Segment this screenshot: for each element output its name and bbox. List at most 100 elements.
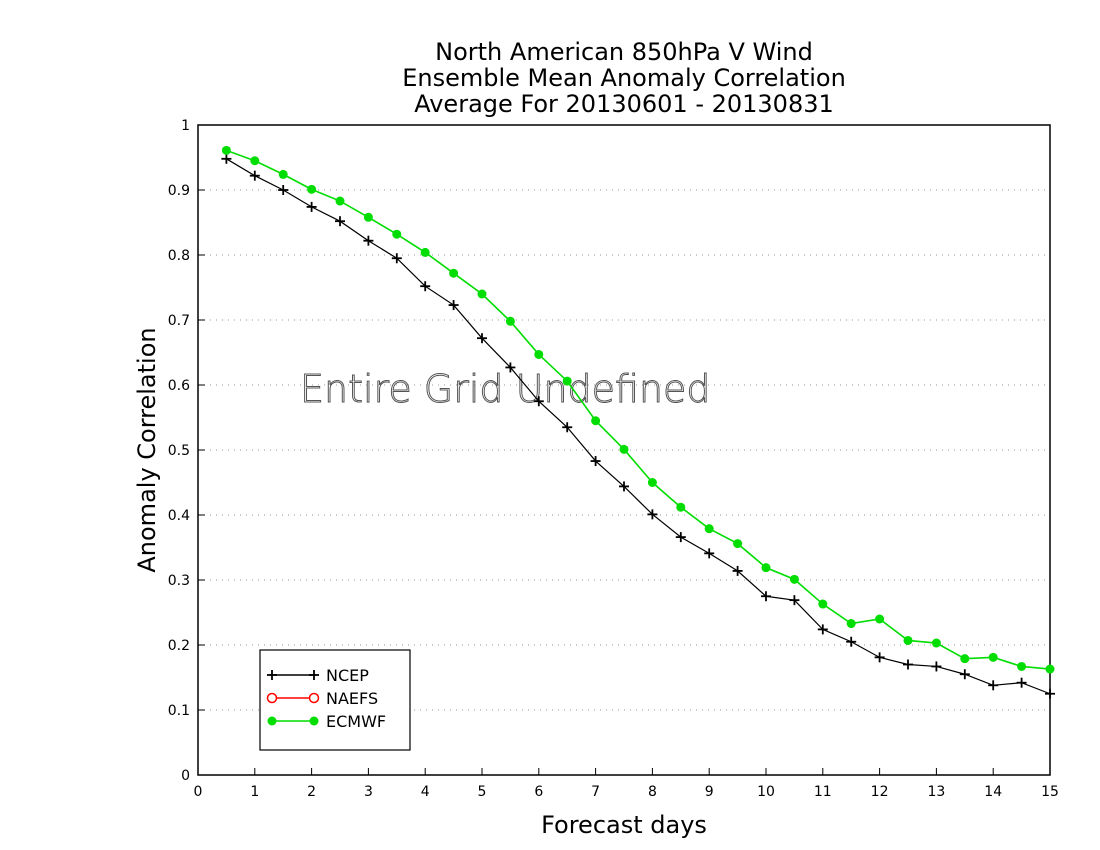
x-tick-label: 12 xyxy=(871,784,889,800)
x-tick-label: 6 xyxy=(534,784,543,800)
legend-item-naefs: NAEFS xyxy=(266,689,378,708)
title-line: North American 850hPa V Wind xyxy=(435,38,813,66)
y-axis-ticks: 0 0.1 0.2 0.3 0.4 0.5 0.6 0.7 0.8 0.9 1 xyxy=(168,118,205,784)
data-point-ecmwf xyxy=(534,349,544,359)
x-axis-label: Forecast days xyxy=(541,811,707,839)
x-tick-label: 11 xyxy=(814,784,832,800)
data-point-ecmwf xyxy=(307,184,317,194)
data-point-ncep xyxy=(448,300,459,311)
data-point-ecmwf xyxy=(903,635,913,645)
data-point-ecmwf xyxy=(505,316,515,326)
data-point-ecmwf xyxy=(420,247,430,257)
legend-marker xyxy=(267,716,277,726)
x-tick-label: 8 xyxy=(648,784,657,800)
legend-item-ecmwf: ECMWF xyxy=(267,712,386,731)
legend-marker xyxy=(309,716,319,726)
data-point-ncep xyxy=(278,185,289,195)
data-point-ecmwf xyxy=(789,574,799,584)
data-point-ecmwf xyxy=(449,268,459,278)
y-tick-label: 0.6 xyxy=(168,378,190,394)
data-point-ecmwf xyxy=(875,614,885,624)
data-point-ncep xyxy=(391,253,402,264)
series-line-ncep xyxy=(226,158,1051,695)
data-point-ecmwf xyxy=(761,563,771,573)
data-point-ecmwf xyxy=(988,652,998,662)
data-point-ncep xyxy=(647,509,658,520)
data-point-ncep xyxy=(931,661,942,672)
data-point-ncep xyxy=(619,481,629,492)
legend-box xyxy=(259,649,411,751)
data-point-ecmwf xyxy=(676,502,686,512)
data-point-ncep xyxy=(761,591,771,602)
data-point-ecmwf xyxy=(363,212,373,222)
legend-label: NAEFS xyxy=(326,689,378,708)
data-point-ecmwf xyxy=(1045,664,1055,674)
y-tick-label: 0.8 xyxy=(168,248,190,264)
x-tick-label: 15 xyxy=(1041,784,1059,800)
data-point-ecmwf xyxy=(619,444,629,454)
data-point-ncep xyxy=(1045,688,1055,699)
data-point-ncep xyxy=(817,624,828,635)
legend-label: ECMWF xyxy=(326,712,386,731)
data-point-ncep xyxy=(221,153,232,164)
data-point-ecmwf xyxy=(562,376,572,386)
data-point-ncep xyxy=(732,565,743,576)
data-point-ecmwf xyxy=(1017,661,1027,671)
x-tick-label: 7 xyxy=(591,784,600,800)
data-point-ecmwf xyxy=(221,145,231,155)
data-point-ncep xyxy=(249,170,260,181)
data-point-ncep xyxy=(335,216,345,227)
y-tick-label: 0.7 xyxy=(168,313,190,329)
legend-marker xyxy=(266,692,278,704)
data-point-ecmwf xyxy=(335,196,345,206)
legend-label: NCEP xyxy=(326,666,369,685)
x-tick-label: 0 xyxy=(194,784,203,800)
y-tick-label: 0.4 xyxy=(168,508,190,524)
y-tick-label: 0.3 xyxy=(168,573,190,589)
data-point-ncep xyxy=(959,669,970,680)
x-tick-label: 9 xyxy=(705,784,714,800)
data-point-ncep xyxy=(363,235,374,246)
data-point-ncep xyxy=(874,652,885,663)
data-point-ncep xyxy=(533,396,544,407)
data-point-ncep xyxy=(505,362,516,373)
data-point-ncep xyxy=(562,422,573,433)
data-point-ecmwf xyxy=(392,229,402,239)
y-tick-label: 0.9 xyxy=(168,183,190,199)
data-point-ncep xyxy=(704,548,715,559)
data-point-ecmwf xyxy=(647,478,657,487)
data-point-ncep xyxy=(988,680,999,691)
y-tick-label: 0.5 xyxy=(168,443,190,459)
x-tick-label: 5 xyxy=(478,784,487,800)
y-axis-label: Anomaly Correlation xyxy=(133,327,161,572)
y-tick-label: 0 xyxy=(181,768,190,784)
data-point-ecmwf xyxy=(250,156,260,166)
data-point-ncep xyxy=(306,201,317,212)
overlay-text: Entire Grid Undefined xyxy=(300,367,711,411)
data-point-ecmwf xyxy=(704,524,714,534)
y-tick-label: 0.2 xyxy=(168,638,190,654)
data-point-ecmwf xyxy=(591,416,601,426)
x-tick-label: 14 xyxy=(984,784,1002,800)
x-tick-label: 1 xyxy=(250,784,259,800)
data-point-ecmwf xyxy=(278,169,288,179)
title-line: Average For 20130601 - 20130831 xyxy=(414,90,834,118)
x-tick-label: 13 xyxy=(927,784,945,800)
data-point-ncep xyxy=(477,333,487,344)
data-point-ecmwf xyxy=(818,599,828,609)
data-point-ecmwf xyxy=(846,619,856,629)
data-series xyxy=(221,145,1055,699)
data-point-ecmwf xyxy=(931,638,941,648)
data-point-ncep xyxy=(789,595,800,606)
series-line-ecmwf xyxy=(226,149,1051,670)
data-point-ncep xyxy=(846,636,857,647)
x-tick-label: 3 xyxy=(364,784,373,800)
data-point-ncep xyxy=(903,659,913,670)
data-point-ncep xyxy=(420,281,431,292)
data-point-ecmwf xyxy=(960,654,970,664)
data-point-ecmwf xyxy=(733,539,743,549)
data-point-ncep xyxy=(590,456,601,467)
x-tick-label: 2 xyxy=(307,784,316,800)
